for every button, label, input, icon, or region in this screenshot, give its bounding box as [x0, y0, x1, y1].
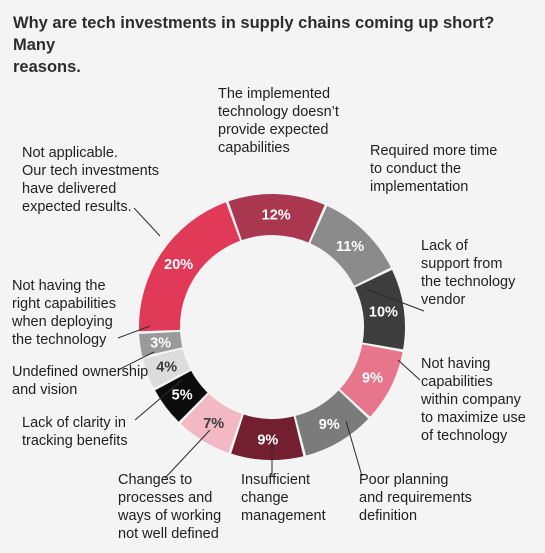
leader-line [117, 351, 155, 371]
slice-value-label: 9% [319, 417, 340, 433]
category-label-insufficient-change-management: Insufficient change management [241, 472, 326, 524]
donut-slice-insufficient-change-management [231, 414, 304, 460]
category-label-required-more-time-to-conduct-the-implem: Required more time to conduct the implemen… [370, 143, 497, 195]
chart-title: Why are tech investments in supply chain… [13, 14, 495, 76]
leader-line [397, 359, 421, 381]
category-label-not-having-the-right-capabilities-when-d: Not having the right capabilities when dep… [11, 278, 116, 348]
slice-value-label: 12% [262, 208, 291, 224]
category-label-not-applicable-our-tech-investments-have: Not applicable. Our tech investments have … [22, 145, 159, 215]
leader-line [133, 207, 161, 237]
slice-value-label: 7% [203, 416, 224, 432]
slice-value-label: 11% [336, 239, 364, 255]
leader-line [345, 420, 363, 477]
donut-slice-not-having-capabilities-within-company-t [339, 344, 403, 417]
donut-slice-the-implemented-technology-doesn-t-provi [228, 193, 325, 243]
slice-value-label: 4% [156, 360, 177, 376]
donut-slice-lack-of-clarity-in-tracking-benefits [155, 370, 208, 422]
leader-line [134, 379, 183, 421]
donut-slice-undefined-ownership-and-vision [142, 349, 191, 388]
slice-value-label: 10% [369, 305, 398, 321]
donut-slice-not-having-the-right-capabilities-when-d [139, 331, 183, 357]
slice-value-label: 9% [257, 432, 278, 448]
category-label-the-implemented-technology-doesn-t-provi: The implemented technology doesn’t provide… [218, 86, 339, 156]
slice-value-label: 3% [150, 335, 171, 351]
leader-line [117, 325, 151, 339]
donut-slice-poor-planning-and-requirements-definitio [295, 390, 369, 456]
slice-value-label: 9% [362, 370, 383, 386]
donut-slice-changes-to-processes-and-ways-of-working [180, 393, 242, 453]
donut-slice-required-more-time-to-conduct-the-implem [310, 206, 391, 286]
category-label-lack-of-clarity-in-tracking-benefits: Lack of clarity in tracking benefits [22, 415, 128, 449]
slice-value-label: 20% [164, 257, 193, 273]
leader-line [164, 429, 211, 479]
category-label-lack-of-support-from-the-technology-vend: Lack of support from the technology vendor [421, 238, 516, 308]
donut-slice-not-applicable-our-tech-investments-have [139, 202, 241, 332]
slice-value-label: 5% [172, 388, 193, 404]
category-label-not-having-capabilities-within-company-t: Not having capabilities within company to m… [420, 356, 526, 444]
category-label-undefined-ownership-and-vision: Undefined ownership and vision [12, 364, 148, 398]
category-label-changes-to-processes-and-ways-of-working: Changes to processes and ways of working no… [117, 472, 221, 542]
category-label-poor-planning-and-requirements-definitio: Poor planning and requirements definition [359, 472, 472, 524]
leader-line [365, 288, 425, 312]
